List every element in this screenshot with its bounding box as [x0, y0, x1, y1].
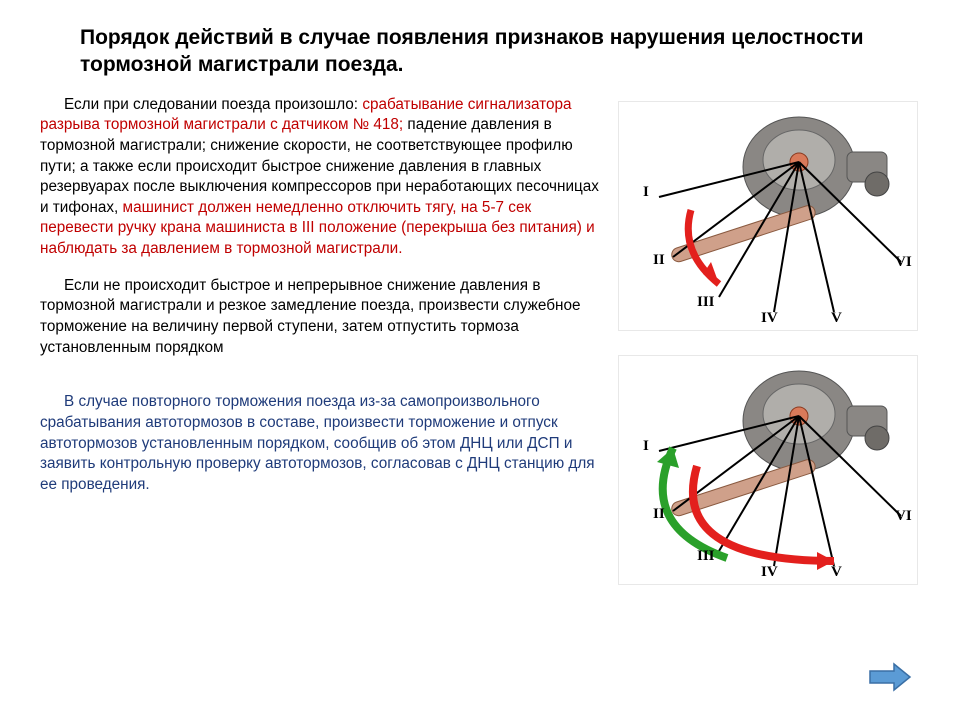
p1-seg4-red: машинист должен немедленно отключить тяг…	[40, 199, 595, 257]
pos-label-III: III	[697, 294, 715, 311]
diagram-2-svg	[619, 356, 919, 586]
valve-body	[670, 371, 889, 518]
paragraph-3-blue: В случае повторного торможения поезда из…	[40, 392, 600, 495]
p1-seg1: Если при следовании поезда произошло:	[64, 96, 362, 113]
diagram-column: I II III IV V VI	[600, 95, 940, 585]
text-column: Если при следовании поезда произошло: ср…	[40, 95, 600, 585]
pos-label-V: V	[831, 564, 842, 581]
paragraph-1: Если при следовании поезда произошло: ср…	[40, 95, 600, 260]
arrow-right-icon	[868, 662, 912, 692]
pos-label-II: II	[653, 506, 665, 523]
brake-valve-diagram-2: I II III IV V VI	[618, 355, 918, 585]
page-title: Порядок действий в случае появления приз…	[0, 0, 960, 87]
valve-body	[670, 117, 889, 264]
pos-label-III: III	[697, 548, 715, 565]
pos-label-I: I	[643, 438, 649, 455]
pos-label-IV: IV	[761, 564, 778, 581]
next-arrow-button[interactable]	[868, 662, 912, 692]
pos-label-I: I	[643, 184, 649, 201]
diagram-1-svg	[619, 102, 919, 332]
pos-label-II: II	[653, 252, 665, 269]
paragraph-2: Если не происходит быстрое и непрерывное…	[40, 276, 600, 359]
pos-label-IV: IV	[761, 310, 778, 327]
pos-label-VI: VI	[895, 508, 912, 525]
brake-valve-diagram-1: I II III IV V VI	[618, 101, 918, 331]
content-area: Если при следовании поезда произошло: ср…	[0, 87, 960, 585]
pos-label-V: V	[831, 310, 842, 327]
pos-label-VI: VI	[895, 254, 912, 271]
